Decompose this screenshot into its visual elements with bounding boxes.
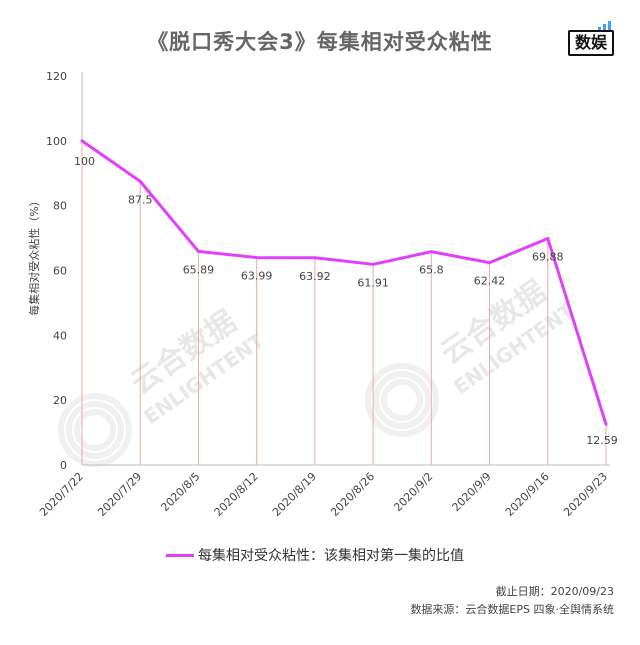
data-point <box>313 256 317 260</box>
x-tick-label: 2020/8/5 <box>158 470 202 514</box>
y-tick-label: 0 <box>60 459 67 472</box>
data-label: 69.88 <box>532 250 564 263</box>
data-point <box>488 261 492 265</box>
legend-swatch <box>166 554 194 557</box>
watermark-circle-left <box>58 393 132 467</box>
y-tick-label: 20 <box>53 394 67 407</box>
x-tick-label: 2020/8/19 <box>270 470 319 519</box>
y-tick-label: 60 <box>53 265 67 278</box>
x-tick-label: 2020/9/16 <box>503 470 552 519</box>
data-point <box>546 236 550 240</box>
y-axis-label: 每集相对受众粘性（%） <box>27 195 41 315</box>
data-label: 61.91 <box>357 276 389 289</box>
series-line <box>81 139 608 425</box>
logo-text: 数娱 <box>568 30 614 56</box>
logo: 数娱 <box>568 21 614 56</box>
data-source: 数据来源：云合数据EPS 四象·全舆情系统 <box>410 603 614 616</box>
x-tick-label: 2020/8/12 <box>212 470 261 519</box>
cutoff-date: 截止日期：2020/09/23 <box>495 585 614 598</box>
x-tick-label: 2020/9/9 <box>450 470 494 514</box>
x-tick-label: 2020/9/2 <box>391 470 435 514</box>
watermark-ring <box>66 401 124 459</box>
x-tick-label: 2020/7/29 <box>95 470 144 519</box>
x-tick-label: 2020/7/22 <box>37 470 86 519</box>
y-tick-label: 100 <box>46 135 67 148</box>
data-point <box>196 249 200 253</box>
data-label: 100 <box>74 155 95 168</box>
data-point <box>80 139 84 143</box>
data-label: 12.59 <box>586 434 618 447</box>
data-label: 63.99 <box>241 270 273 283</box>
data-label: 65.89 <box>183 263 215 276</box>
data-point <box>604 422 608 426</box>
x-tick-label: 2020/9/23 <box>561 470 610 519</box>
data-label: 65.8 <box>419 264 444 277</box>
x-tick-label: 2020/8/26 <box>328 470 377 519</box>
y-tick-label: 80 <box>53 200 67 213</box>
watermark-ring <box>365 363 439 437</box>
data-label: 87.5 <box>128 193 153 206</box>
y-tick-label: 40 <box>53 329 67 342</box>
data-label: 62.42 <box>474 275 506 288</box>
data-point <box>138 179 142 183</box>
bar-signal-icon <box>598 20 612 30</box>
legend-label: 每集相对受众粘性：该集相对第一集的比值 <box>198 548 464 564</box>
watermark-ring <box>381 379 423 421</box>
data-point <box>255 256 259 260</box>
data-label: 63.92 <box>299 270 331 283</box>
watermark-ring <box>74 409 116 451</box>
watermark-ring <box>58 393 132 467</box>
y-tick-label: 120 <box>46 70 67 83</box>
watermark-circle-right <box>365 363 439 437</box>
chart-title: 《脱口秀大会3》每集相对受众粘性 <box>147 30 493 54</box>
data-point <box>429 250 433 254</box>
watermark-ring <box>373 371 431 429</box>
data-point <box>371 262 375 266</box>
